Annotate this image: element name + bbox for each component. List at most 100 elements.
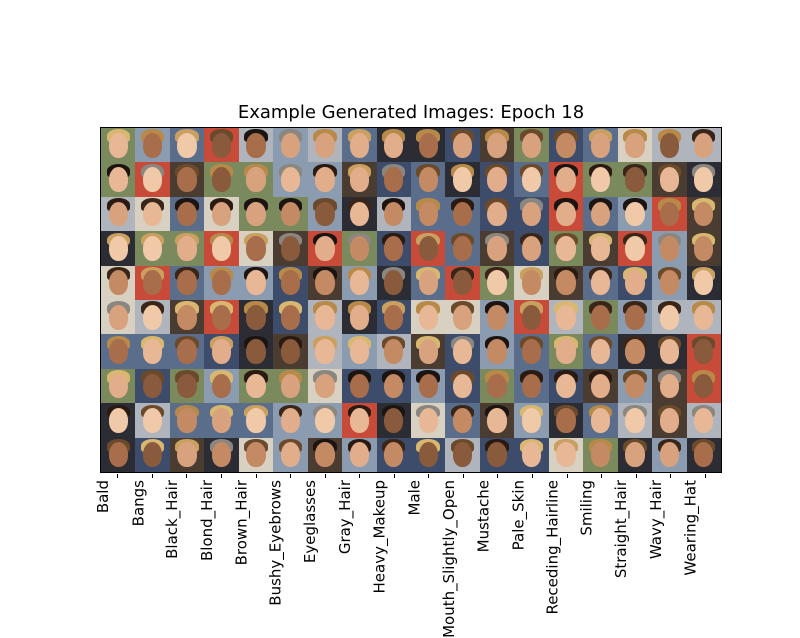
face-shape bbox=[177, 132, 197, 158]
generated-face-image bbox=[273, 265, 308, 300]
generated-face-image bbox=[169, 231, 205, 266]
generated-face-image bbox=[652, 403, 687, 438]
generated-face-image bbox=[479, 334, 515, 369]
generated-face-image bbox=[686, 231, 721, 266]
generated-face-image bbox=[652, 128, 687, 163]
attribute-label-text: Straight_Hair bbox=[612, 480, 631, 579]
face-shape bbox=[143, 408, 163, 433]
generated-face-image bbox=[617, 368, 653, 404]
face-shape bbox=[315, 236, 335, 261]
face-shape bbox=[453, 167, 473, 192]
face-shape bbox=[108, 236, 128, 261]
face-shape bbox=[694, 304, 714, 330]
generated-face-image bbox=[273, 368, 308, 404]
generated-face-image bbox=[652, 196, 687, 232]
face-shape bbox=[659, 236, 679, 261]
face-shape bbox=[349, 442, 369, 468]
generated-face-image bbox=[652, 265, 687, 300]
generated-face-image bbox=[101, 196, 136, 232]
face-shape bbox=[659, 201, 679, 227]
face-shape bbox=[177, 270, 197, 296]
face-shape bbox=[521, 270, 542, 296]
generated-face-image bbox=[307, 231, 343, 266]
generated-face-image bbox=[169, 265, 205, 300]
face-shape bbox=[625, 167, 645, 192]
generated-face-image bbox=[686, 437, 721, 472]
generated-face-image bbox=[548, 437, 584, 472]
generated-face-image bbox=[342, 334, 377, 369]
face-shape bbox=[556, 270, 576, 296]
generated-face-image bbox=[238, 437, 274, 472]
face-shape bbox=[108, 373, 128, 399]
generated-face-image bbox=[479, 196, 515, 232]
generated-face-image bbox=[238, 162, 274, 197]
attribute-label-text: Mustache bbox=[474, 480, 493, 553]
face-shape bbox=[521, 201, 542, 227]
generated-face-image bbox=[307, 196, 343, 232]
generated-face-image bbox=[445, 128, 480, 163]
generated-face-image bbox=[238, 334, 274, 369]
generated-face-image bbox=[238, 196, 274, 232]
face-shape bbox=[556, 408, 576, 433]
generated-face-image bbox=[101, 437, 136, 472]
x-tick bbox=[601, 474, 603, 478]
attribute-label-text: Male bbox=[405, 480, 424, 516]
generated-face-image bbox=[410, 437, 446, 472]
face-shape bbox=[315, 167, 335, 192]
face-shape bbox=[315, 304, 335, 330]
face-shape bbox=[177, 167, 197, 192]
face-shape bbox=[453, 270, 473, 296]
face-shape bbox=[108, 201, 128, 227]
face-shape bbox=[280, 132, 301, 158]
generated-face-image bbox=[583, 403, 618, 438]
generated-face-image bbox=[617, 162, 653, 197]
generated-face-image bbox=[376, 368, 411, 404]
face-shape bbox=[590, 132, 611, 158]
generated-face-image bbox=[273, 403, 308, 438]
generated-face-image bbox=[514, 231, 549, 266]
face-shape bbox=[315, 442, 335, 468]
generated-face-image bbox=[479, 162, 515, 197]
generated-face-image bbox=[617, 265, 653, 300]
face-shape bbox=[590, 339, 611, 364]
generated-face-image bbox=[686, 403, 721, 438]
generated-face-image bbox=[307, 368, 343, 404]
x-tick bbox=[359, 474, 361, 478]
face-shape bbox=[487, 270, 507, 296]
generated-face-image bbox=[652, 368, 687, 404]
attribute-label-text: Black_Hair bbox=[163, 480, 182, 559]
face-shape bbox=[659, 339, 679, 364]
face-shape bbox=[625, 339, 645, 364]
generated-face-image bbox=[583, 437, 618, 472]
face-shape bbox=[143, 132, 163, 158]
generated-face-image bbox=[307, 162, 343, 197]
face-shape bbox=[280, 236, 301, 261]
x-tick bbox=[151, 474, 153, 478]
generated-face-image bbox=[273, 300, 308, 335]
face-shape bbox=[349, 132, 369, 158]
generated-face-image bbox=[135, 334, 170, 369]
face-shape bbox=[659, 167, 679, 192]
generated-face-image bbox=[617, 231, 653, 266]
face-shape bbox=[246, 132, 266, 158]
face-shape bbox=[521, 304, 542, 330]
generated-face-image bbox=[101, 368, 136, 404]
generated-face-image bbox=[548, 300, 584, 335]
generated-face-image bbox=[686, 196, 721, 232]
attribute-label-text: Wearing_Hat bbox=[681, 480, 700, 576]
face-shape bbox=[694, 236, 714, 261]
generated-face-image bbox=[479, 403, 515, 438]
face-shape bbox=[521, 442, 542, 468]
face-shape bbox=[211, 201, 232, 227]
attribute-label-text: Mouth_Slightly_Open bbox=[439, 480, 458, 638]
generated-face-image bbox=[101, 265, 136, 300]
face-shape bbox=[280, 167, 301, 192]
generated-face-image bbox=[376, 300, 411, 335]
generated-face-image bbox=[445, 334, 480, 369]
generated-face-image bbox=[169, 196, 205, 232]
face-shape bbox=[108, 442, 128, 468]
generated-face-image bbox=[204, 265, 239, 300]
generated-face-image bbox=[617, 196, 653, 232]
generated-face-image bbox=[514, 368, 549, 404]
face-shape bbox=[246, 304, 266, 330]
